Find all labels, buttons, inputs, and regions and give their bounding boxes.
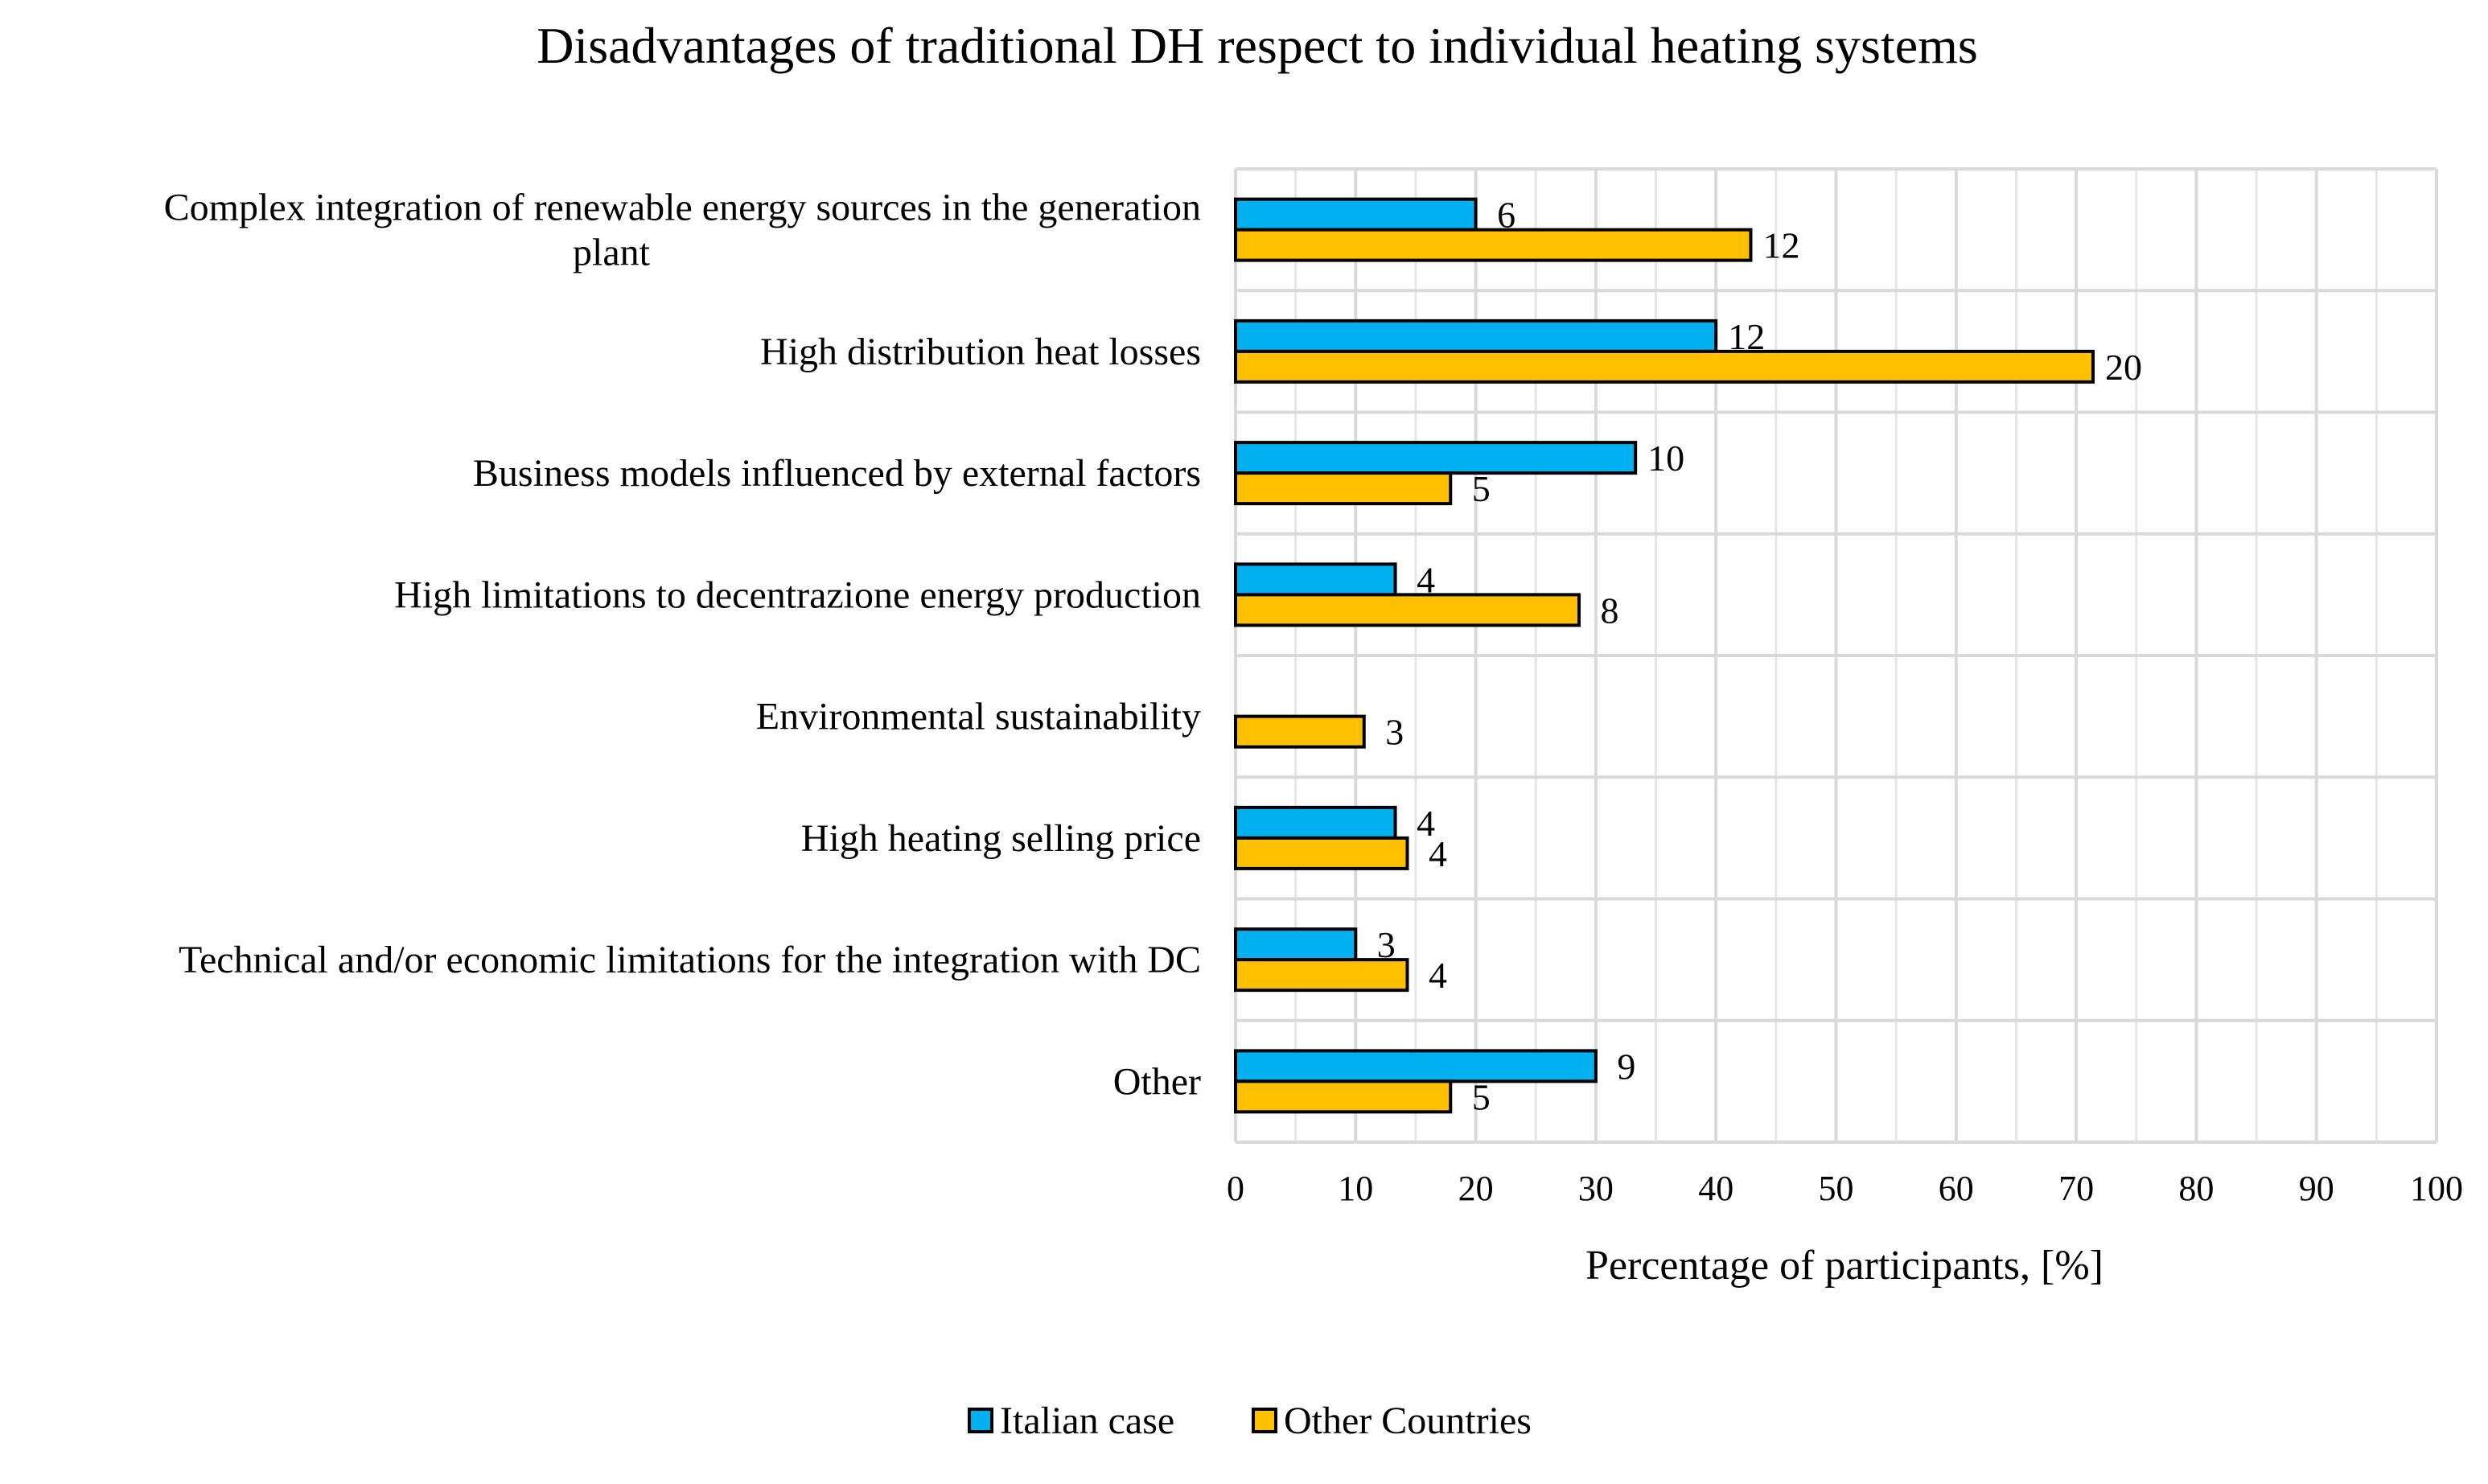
bar-italian-case [1234,441,1638,475]
x-tick-label: 100 [2410,1169,2463,1208]
bar-italian-case [1234,805,1397,840]
bar-italian-case [1234,197,1478,232]
category-label: High limitations to decentrazione energy… [394,573,1201,616]
legend: Italian case Other Countries [968,1400,1532,1442]
data-label: 9 [1617,1046,1635,1087]
category-label: Technical and/or economic limitations fo… [179,939,1201,981]
axis-layer: Complex integration of renewable energy … [164,187,2463,1208]
data-label: 4 [1417,559,1435,600]
x-tick-label: 0 [1227,1169,1244,1208]
category-label: Business models influenced by external f… [473,452,1201,495]
data-label: 5 [1472,1076,1491,1117]
bar-italian-case [1234,562,1397,597]
bar-other-countries [1234,228,1753,262]
legend-label: Other Countries [1284,1400,1532,1442]
data-label: 8 [1600,590,1618,631]
x-tick-label: 20 [1458,1169,1494,1208]
bar-other-countries [1234,471,1453,506]
category-label: Other [1113,1060,1201,1103]
bar-other-countries [1234,1079,1453,1114]
legend-swatch-other-countries [1252,1408,1277,1433]
category-label: Environmental sustainability [756,696,1201,738]
data-label: 12 [1762,225,1799,266]
data-label: 3 [1377,924,1396,965]
bar-other-countries [1234,593,1581,627]
chart-title: Disadvantages of traditional DH respect … [537,17,1978,74]
x-tick-label: 30 [1578,1169,1614,1208]
data-label: 12 [1728,316,1765,357]
legend-swatch-italian-case [968,1408,993,1433]
bar-italian-case [1234,319,1718,353]
x-tick-label: 50 [1819,1169,1854,1208]
x-tick-label: 80 [2178,1169,2214,1208]
x-tick-label: 10 [1338,1169,1373,1208]
legend-label: Italian case [1000,1400,1174,1442]
data-label: 20 [2105,347,2142,388]
data-label: 4 [1429,833,1447,874]
category-label: plant [573,232,651,274]
bar-other-countries [1234,958,1409,993]
bar-other-countries [1234,836,1409,870]
data-label: 3 [1385,712,1404,753]
x-tick-label: 40 [1698,1169,1733,1208]
bar-italian-case [1234,1049,1598,1083]
data-label: 5 [1472,468,1491,509]
category-label: High distribution heat losses [760,331,1201,373]
data-label: 4 [1429,955,1447,996]
category-label: Complex integration of renewable energy … [164,187,1201,229]
data-label: 4 [1417,803,1435,844]
x-tick-label: 60 [1939,1169,1974,1208]
bar-other-countries [1234,714,1366,749]
bar-layer [1234,197,2095,1114]
grid-layer [1234,167,2438,1144]
x-tick-label: 70 [2058,1169,2094,1208]
bar-other-countries [1234,349,2095,384]
x-axis-title: Percentage of participants, [%] [1585,1243,2103,1289]
x-tick-label: 90 [2299,1169,2334,1208]
bar-italian-case [1234,927,1358,962]
data-label: 6 [1497,195,1515,236]
data-label: 10 [1647,438,1684,479]
category-label: High heating selling price [801,817,1201,860]
